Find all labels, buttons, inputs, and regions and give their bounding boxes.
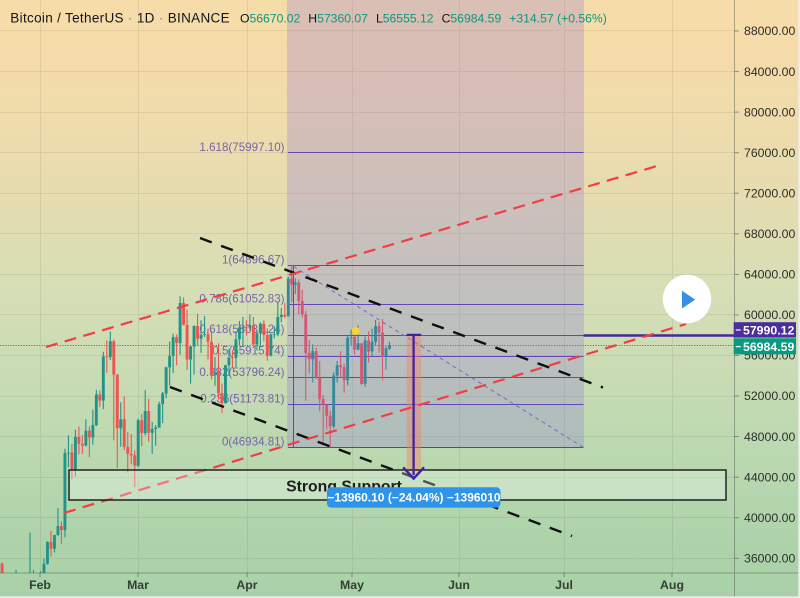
svg-text:40000.00: 40000.00 <box>744 511 795 525</box>
svg-text:48000.00: 48000.00 <box>744 430 795 444</box>
svg-text:0.786(61052.83): 0.786(61052.83) <box>199 292 284 305</box>
svg-text:72000.00: 72000.00 <box>744 186 795 200</box>
svg-text:1(64896.67): 1(64896.67) <box>222 254 285 267</box>
svg-text:56984.59: 56984.59 <box>743 340 794 354</box>
svg-text:−13960.10 (−24.04%) −1396010: −13960.10 (−24.04%) −1396010 <box>327 491 500 505</box>
svg-text:Mar: Mar <box>127 578 149 592</box>
svg-text:Jul: Jul <box>555 578 573 592</box>
svg-text:May: May <box>340 578 364 592</box>
svg-text:64000.00: 64000.00 <box>744 268 795 282</box>
svg-text:0(46934.81): 0(46934.81) <box>222 436 285 449</box>
svg-text:52000.00: 52000.00 <box>744 389 795 403</box>
svg-text:80000.00: 80000.00 <box>744 105 795 119</box>
svg-text:Feb: Feb <box>29 578 51 592</box>
svg-text:68000.00: 68000.00 <box>744 227 795 241</box>
svg-text:1.618(75997.10): 1.618(75997.10) <box>199 141 284 154</box>
svg-text:Apr: Apr <box>236 578 257 592</box>
svg-text:0.618(58035.24): 0.618(58035.24) <box>199 323 284 336</box>
svg-text:44000.00: 44000.00 <box>744 470 795 484</box>
svg-text:0.5(55915.74): 0.5(55915.74) <box>212 345 284 358</box>
svg-text:60000.00: 60000.00 <box>744 308 795 322</box>
svg-text:0.382(53796.24): 0.382(53796.24) <box>199 366 284 379</box>
svg-text:84000.00: 84000.00 <box>744 65 795 79</box>
svg-text:Bitcoin / TetherUS · 1D · BINA: Bitcoin / TetherUS · 1D · BINANCE O56670.… <box>10 11 607 26</box>
svg-text:Aug: Aug <box>660 578 684 592</box>
svg-text:76000.00: 76000.00 <box>744 146 795 160</box>
svg-text:57990.12: 57990.12 <box>743 323 794 337</box>
svg-text:Jun: Jun <box>448 578 470 592</box>
svg-text:36000.00: 36000.00 <box>744 552 795 566</box>
svg-text:88000.00: 88000.00 <box>744 24 795 38</box>
